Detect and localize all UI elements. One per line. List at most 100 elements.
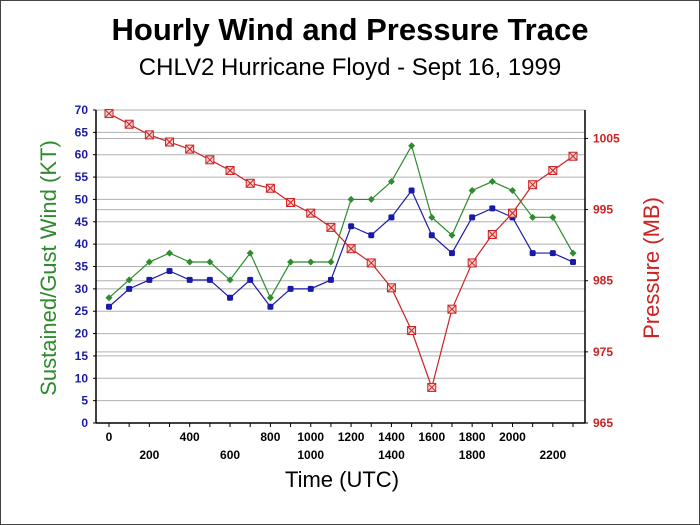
pressure-marker [205, 155, 215, 165]
gust-marker [166, 249, 174, 257]
pressure-marker-cross [366, 258, 376, 268]
pressure-marker [528, 180, 538, 190]
pressure-marker [467, 258, 477, 268]
pressure-marker [447, 304, 457, 314]
sustained-marker [307, 285, 314, 292]
sustained-marker [529, 250, 536, 257]
pressure-marker [568, 151, 578, 161]
chart-title: Hourly Wind and Pressure Trace [112, 12, 589, 47]
pressure-marker-cross [548, 166, 558, 175]
sustained-marker [166, 267, 173, 274]
right-tick-label: 985 [593, 274, 613, 288]
sustained-marker [489, 205, 496, 212]
y-axis-left-label: Sustained/Gust Wind (KT) [36, 140, 61, 396]
pressure-marker [346, 244, 356, 254]
x-tick-label: 1400 [378, 430, 405, 444]
sustained-marker [327, 276, 334, 283]
left-tick-label: 65 [75, 125, 89, 139]
left-tick-label: 30 [75, 282, 89, 296]
pressure-marker [306, 208, 316, 218]
pressure-marker [427, 382, 437, 392]
sustained-marker [146, 276, 153, 283]
grid [96, 109, 585, 424]
gust-marker [508, 186, 516, 194]
right-tick-label: 965 [593, 416, 613, 430]
x-tick-label: 0 [106, 430, 113, 444]
series-markers [104, 109, 578, 392]
pressure-marker [104, 109, 114, 119]
gust-marker [246, 249, 254, 257]
gust-marker [226, 276, 234, 284]
x-tick-label: 600 [220, 448, 240, 462]
pressure-marker-cross [447, 304, 457, 314]
left-tick-label: 60 [75, 148, 89, 162]
pressure-marker-cross [165, 137, 174, 147]
right-tick-label: 975 [593, 345, 613, 359]
sustained-marker [287, 285, 294, 292]
pressure-marker-cross [124, 119, 134, 129]
pressure-marker [407, 326, 417, 336]
left-tick-label: 5 [81, 394, 88, 408]
pressure-marker-cross [266, 183, 275, 193]
pressure-marker-cross [286, 198, 295, 207]
gust-marker [488, 178, 496, 186]
left-tick-label: 45 [75, 215, 89, 229]
pressure-marker [386, 283, 396, 293]
left-tick-label: 15 [75, 349, 89, 363]
series-line-sustained-wind [108, 189, 574, 308]
gust-marker [307, 258, 315, 266]
gust-marker [529, 213, 537, 221]
pressure-marker [507, 208, 517, 218]
left-tick-label: 20 [75, 327, 89, 341]
sustained-marker [448, 250, 455, 257]
x-tick-label: 1000 [297, 448, 324, 462]
left-tick-label: 55 [75, 170, 89, 184]
pressure-marker [548, 165, 558, 175]
sustained-marker [570, 259, 576, 266]
pressure-marker [487, 229, 497, 239]
left-axis-ticks: 0 5 10 15 20 25 30 35 40 45 50 55 60 65 70 [75, 103, 96, 430]
x-tick-label: 1000 [297, 430, 324, 444]
sustained-marker [247, 276, 254, 283]
sustained-marker [348, 223, 355, 230]
gust-marker [468, 186, 476, 194]
right-axis-ticks: 965 975 985 995 1005 [585, 131, 620, 430]
gust-marker [287, 258, 295, 266]
x-tick-label: 2000 [499, 430, 526, 444]
right-tick-label: 995 [593, 203, 613, 217]
gust-marker [105, 294, 113, 302]
sustained-marker [469, 214, 476, 221]
pressure-marker [165, 137, 175, 147]
x-axis-label: Time (UTC) [285, 467, 399, 492]
right-tick-label: 1005 [593, 131, 620, 145]
left-tick-label: 0 [81, 416, 88, 430]
pressure-marker-cross [326, 223, 336, 232]
x-tick-label: 200 [139, 448, 159, 462]
pressure-marker-cross [387, 283, 396, 293]
series-line-gust-wind [108, 144, 574, 300]
left-tick-label: 25 [75, 304, 89, 318]
sustained-marker [206, 276, 213, 283]
gust-marker [367, 195, 375, 203]
sustained-marker [408, 187, 415, 194]
gust-marker [569, 249, 577, 257]
left-tick-label: 35 [75, 260, 89, 274]
pressure-marker-cross [144, 130, 154, 140]
x-tick-label: 400 [180, 430, 200, 444]
left-tick-label: 50 [75, 192, 89, 206]
pressure-marker [124, 119, 134, 129]
x-tick-label: 1200 [338, 430, 365, 444]
sustained-marker [227, 294, 234, 301]
chart-subtitle: CHLV2 Hurricane Floyd - Sept 16, 1999 [139, 54, 561, 81]
pressure-marker-cross [467, 258, 477, 268]
pressure-marker [286, 197, 296, 207]
pressure-marker-cross [427, 383, 437, 392]
gust-marker [428, 213, 436, 221]
x-tick-label: 1800 [459, 430, 486, 444]
gust-marker [125, 276, 133, 284]
pressure-marker [326, 222, 336, 232]
pressure-marker-cross [528, 180, 538, 190]
sustained-marker [267, 303, 274, 310]
gust-marker [206, 258, 214, 266]
